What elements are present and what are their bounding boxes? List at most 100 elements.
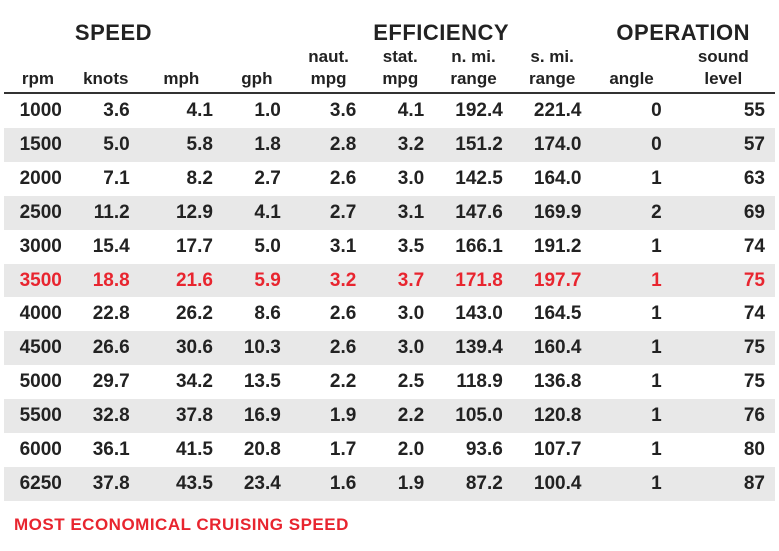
- header-col-mph: mph: [140, 69, 223, 94]
- cell-angle: 1: [591, 365, 671, 399]
- header-sub: sound: [672, 47, 775, 69]
- cell-knots: 29.7: [72, 365, 140, 399]
- header-sub: [223, 47, 291, 69]
- cell-rpm: 2000: [4, 162, 72, 196]
- header-sub: n. mi.: [434, 47, 513, 69]
- cell-smpg: 3.1: [366, 196, 434, 230]
- cell-gph: 1.8: [223, 128, 291, 162]
- cell-rpm: 1000: [4, 93, 72, 128]
- header-col-nrange: range: [434, 69, 513, 94]
- cell-mph: 37.8: [140, 399, 223, 433]
- cell-nrange: 166.1: [434, 230, 513, 264]
- cell-mph: 8.2: [140, 162, 223, 196]
- cell-rpm: 3000: [4, 230, 72, 264]
- cell-rpm: 5000: [4, 365, 72, 399]
- cell-sound: 87: [672, 467, 775, 501]
- header-sub-row: naut.stat.n. mi.s. mi.sound: [4, 47, 775, 69]
- cell-knots: 15.4: [72, 230, 140, 264]
- cell-rpm: 6250: [4, 467, 72, 501]
- cell-nmpg: 2.6: [291, 331, 367, 365]
- cell-mph: 34.2: [140, 365, 223, 399]
- table-row: 400022.826.28.62.63.0143.0164.5174: [4, 297, 775, 331]
- cell-angle: 0: [591, 128, 671, 162]
- cell-knots: 3.6: [72, 93, 140, 128]
- cell-smpg: 4.1: [366, 93, 434, 128]
- cell-knots: 37.8: [72, 467, 140, 501]
- cell-srange: 221.4: [513, 93, 592, 128]
- cell-smpg: 3.5: [366, 230, 434, 264]
- cell-nrange: 87.2: [434, 467, 513, 501]
- cell-knots: 5.0: [72, 128, 140, 162]
- cell-gph: 16.9: [223, 399, 291, 433]
- header-col-nmpg: mpg: [291, 69, 367, 94]
- cell-angle: 2: [591, 196, 671, 230]
- cell-srange: 120.8: [513, 399, 592, 433]
- cell-rpm: 3500: [4, 264, 72, 298]
- table-row: 250011.212.94.12.73.1147.6169.9269: [4, 196, 775, 230]
- cell-smpg: 2.0: [366, 433, 434, 467]
- cell-angle: 0: [591, 93, 671, 128]
- cell-srange: 191.2: [513, 230, 592, 264]
- table-row: 450026.630.610.32.63.0139.4160.4175: [4, 331, 775, 365]
- table-header: SPEEDEFFICIENCYOPERATION naut.stat.n. mi…: [4, 16, 775, 93]
- header-group: SPEED: [4, 16, 223, 47]
- cell-knots: 32.8: [72, 399, 140, 433]
- cell-sound: 69: [672, 196, 775, 230]
- cell-nrange: 171.8: [434, 264, 513, 298]
- cell-srange: 136.8: [513, 365, 592, 399]
- table-row: 350018.821.65.93.23.7171.8197.7175: [4, 264, 775, 298]
- cell-smpg: 3.7: [366, 264, 434, 298]
- cell-gph: 5.9: [223, 264, 291, 298]
- cell-gph: 4.1: [223, 196, 291, 230]
- cell-angle: 1: [591, 230, 671, 264]
- table-row: 625037.843.523.41.61.987.2100.4187: [4, 467, 775, 501]
- cell-sound: 75: [672, 264, 775, 298]
- cell-srange: 100.4: [513, 467, 592, 501]
- cell-mph: 17.7: [140, 230, 223, 264]
- cell-sound: 75: [672, 331, 775, 365]
- header-sub: [4, 47, 72, 69]
- cell-gph: 8.6: [223, 297, 291, 331]
- cell-angle: 1: [591, 264, 671, 298]
- table-row: 15005.05.81.82.83.2151.2174.0057: [4, 128, 775, 162]
- header-sub: stat.: [366, 47, 434, 69]
- cell-angle: 1: [591, 331, 671, 365]
- cell-rpm: 4000: [4, 297, 72, 331]
- cell-srange: 169.9: [513, 196, 592, 230]
- cell-knots: 7.1: [72, 162, 140, 196]
- cell-sound: 57: [672, 128, 775, 162]
- cell-mph: 26.2: [140, 297, 223, 331]
- cell-knots: 11.2: [72, 196, 140, 230]
- cell-knots: 26.6: [72, 331, 140, 365]
- header-col-row: rpmknotsmphgphmpgmpgrangerangeanglelevel: [4, 69, 775, 94]
- cell-srange: 174.0: [513, 128, 592, 162]
- cell-srange: 107.7: [513, 433, 592, 467]
- header-group-row: SPEEDEFFICIENCYOPERATION: [4, 16, 775, 47]
- header-sub: [591, 47, 671, 69]
- header-col-gph: gph: [223, 69, 291, 94]
- cell-nmpg: 2.6: [291, 297, 367, 331]
- header-group: EFFICIENCY: [291, 16, 592, 47]
- header-col-rpm: rpm: [4, 69, 72, 94]
- cell-angle: 1: [591, 297, 671, 331]
- cell-rpm: 6000: [4, 433, 72, 467]
- cell-nmpg: 2.2: [291, 365, 367, 399]
- cell-mph: 21.6: [140, 264, 223, 298]
- cell-sound: 76: [672, 399, 775, 433]
- cell-gph: 10.3: [223, 331, 291, 365]
- cell-sound: 74: [672, 230, 775, 264]
- cell-nrange: 143.0: [434, 297, 513, 331]
- cell-smpg: 2.5: [366, 365, 434, 399]
- cell-knots: 18.8: [72, 264, 140, 298]
- cell-smpg: 3.0: [366, 162, 434, 196]
- cell-nmpg: 1.6: [291, 467, 367, 501]
- cell-nmpg: 2.8: [291, 128, 367, 162]
- cell-mph: 5.8: [140, 128, 223, 162]
- cell-sound: 75: [672, 365, 775, 399]
- cell-gph: 2.7: [223, 162, 291, 196]
- table-row: 300015.417.75.03.13.5166.1191.2174: [4, 230, 775, 264]
- cell-knots: 36.1: [72, 433, 140, 467]
- header-col-sound: level: [672, 69, 775, 94]
- cell-smpg: 2.2: [366, 399, 434, 433]
- cell-gph: 13.5: [223, 365, 291, 399]
